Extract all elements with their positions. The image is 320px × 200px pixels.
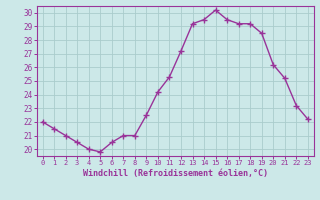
X-axis label: Windchill (Refroidissement éolien,°C): Windchill (Refroidissement éolien,°C) <box>83 169 268 178</box>
